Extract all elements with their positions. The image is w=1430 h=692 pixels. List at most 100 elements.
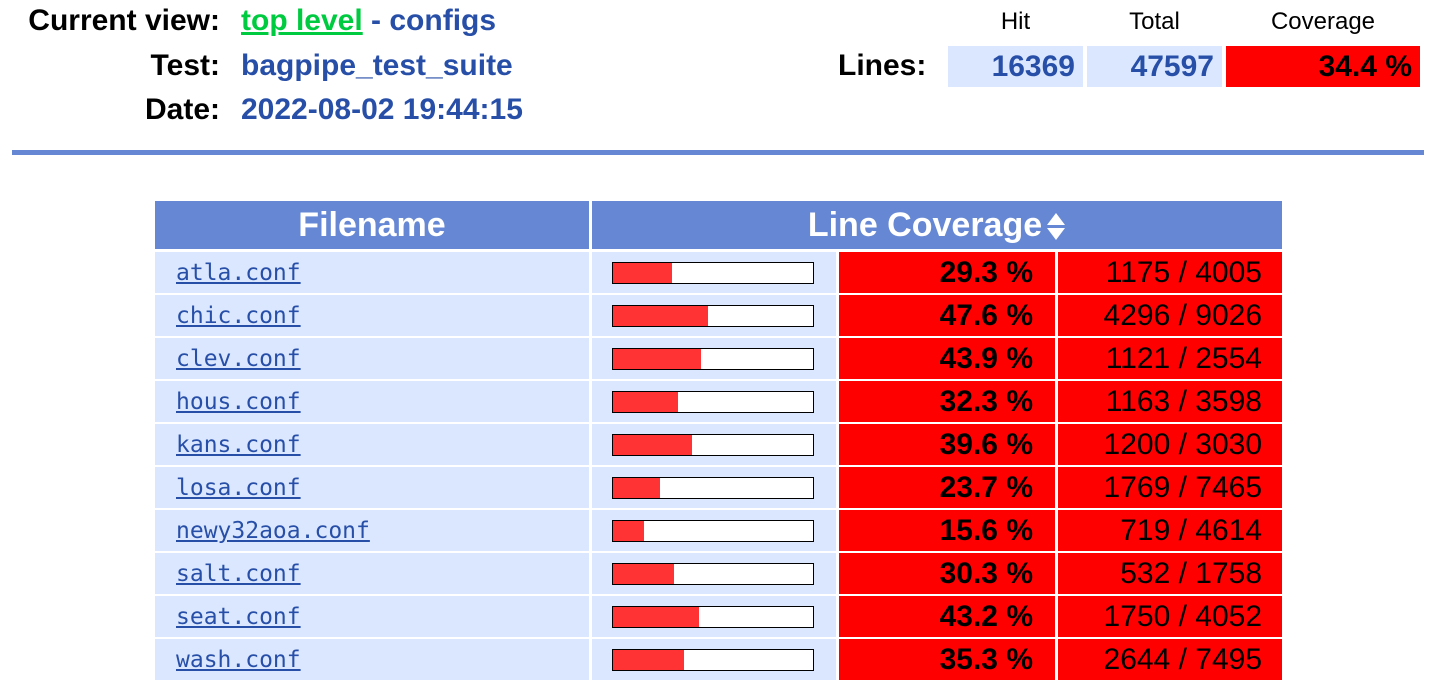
coverage-bar-fill [613,564,674,584]
coverage-bar [612,520,814,542]
file-link[interactable]: kans.conf [176,432,301,458]
total-header: Total [1129,8,1180,35]
coverage-counts: 2644 / 7495 [1058,639,1282,680]
coverage-bar-fill [613,435,692,455]
coverage-bar [612,434,814,456]
coverage-bar-cell [592,596,836,637]
coverage-bar [612,477,814,499]
coverage-bar-fill [613,263,672,283]
coverage-counts: 719 / 4614 [1058,510,1282,551]
coverage-bar [612,563,814,585]
coverage-counts: 1769 / 7465 [1058,467,1282,508]
coverage-percent: 23.7 % [839,467,1055,508]
lines-total: 47597 [1087,46,1222,87]
coverage-percent: 32.3 % [839,381,1055,422]
file-link[interactable]: atla.conf [176,260,301,286]
coverage-percent: 47.6 % [839,295,1055,336]
filename-cell: newy32aoa.conf [155,510,589,551]
coverage-bar-cell [592,295,836,336]
coverage-bar [612,262,814,284]
line-coverage-column-header[interactable]: Line Coverage [592,201,1282,249]
table-row: salt.conf 30.3 % 532 / 1758 [155,553,1282,594]
coverage-counts: 1163 / 3598 [1058,381,1282,422]
coverage-bar-cell [592,639,836,680]
sort-updown-icon[interactable] [1046,212,1066,242]
date-label: Date: [144,93,220,126]
table-row: clev.conf 43.9 % 1121 / 2554 [155,338,1282,379]
coverage-percent: 39.6 % [839,424,1055,465]
date-value: 2022-08-02 19:44:15 [241,93,523,126]
file-link[interactable]: clev.conf [176,346,301,372]
coverage-percent: 35.3 % [839,639,1055,680]
file-link[interactable]: wash.conf [176,647,301,673]
test-label: Test: [150,49,220,82]
table-row: seat.conf 43.2 % 1750 / 4052 [155,596,1282,637]
file-link[interactable]: seat.conf [176,604,301,630]
coverage-percent: 29.3 % [839,252,1055,293]
table-row: newy32aoa.conf 15.6 % 719 / 4614 [155,510,1282,551]
file-link[interactable]: salt.conf [176,561,301,587]
filename-cell: kans.conf [155,424,589,465]
filename-column-header: Filename [155,201,589,249]
lines-coverage: 34.4 % [1226,46,1420,87]
coverage-percent: 30.3 % [839,553,1055,594]
coverage-bar-fill [613,306,708,326]
coverage-bar-cell [592,252,836,293]
lines-label: Lines: [838,49,927,82]
coverage-bar [612,649,814,671]
table-row: losa.conf 23.7 % 1769 / 7465 [155,467,1282,508]
filename-cell: seat.conf [155,596,589,637]
filename-cell: clev.conf [155,338,589,379]
filename-cell: losa.conf [155,467,589,508]
coverage-bar [612,391,814,413]
file-link[interactable]: newy32aoa.conf [176,518,370,544]
top-level-link[interactable]: top level [241,4,363,37]
coverage-bar-fill [613,607,699,627]
file-link[interactable]: losa.conf [176,475,301,501]
coverage-bar-cell [592,510,836,551]
test-value: bagpipe_test_suite [241,49,513,82]
table-row: kans.conf 39.6 % 1200 / 3030 [155,424,1282,465]
configs-label: - configs [371,4,497,37]
coverage-bar-fill [613,392,678,412]
filename-cell: chic.conf [155,295,589,336]
coverage-counts: 1750 / 4052 [1058,596,1282,637]
filename-cell: atla.conf [155,252,589,293]
coverage-bar-cell [592,338,836,379]
current-view-label: Current view: [28,4,220,37]
file-link[interactable]: hous.conf [176,389,301,415]
coverage-header: Coverage [1270,8,1376,35]
table-row: chic.conf 47.6 % 4296 / 9026 [155,295,1282,336]
coverage-counts: 532 / 1758 [1058,553,1282,594]
coverage-percent: 15.6 % [839,510,1055,551]
coverage-bar-fill [613,478,660,498]
coverage-percent: 43.9 % [839,338,1055,379]
coverage-counts: 1200 / 3030 [1058,424,1282,465]
coverage-percent: 43.2 % [839,596,1055,637]
coverage-counts: 4296 / 9026 [1058,295,1282,336]
coverage-counts: 1175 / 4005 [1058,252,1282,293]
filename-header-label: Filename [298,206,446,244]
coverage-bar-cell [592,381,836,422]
coverage-counts: 1121 / 2554 [1058,338,1282,379]
line-coverage-header-label: Line Coverage [807,206,1043,244]
file-link[interactable]: chic.conf [176,303,301,329]
coverage-bar-fill [613,521,644,541]
filename-cell: wash.conf [155,639,589,680]
filename-cell: salt.conf [155,553,589,594]
table-row: wash.conf 35.3 % 2644 / 7495 [155,639,1282,680]
coverage-bar-cell [592,424,836,465]
coverage-bar [612,305,814,327]
coverage-bar-fill [613,349,701,369]
table-row: atla.conf 29.3 % 1175 / 4005 [155,252,1282,293]
current-view-path: top level - configs [241,4,496,38]
coverage-bar [612,606,814,628]
table-row: hous.conf 32.3 % 1163 / 3598 [155,381,1282,422]
coverage-bar-cell [592,467,836,508]
filename-cell: hous.conf [155,381,589,422]
coverage-bar [612,348,814,370]
coverage-bar-cell [592,553,836,594]
hit-header: Hit [1000,8,1031,35]
header-divider [12,150,1424,155]
coverage-bar-fill [613,650,684,670]
